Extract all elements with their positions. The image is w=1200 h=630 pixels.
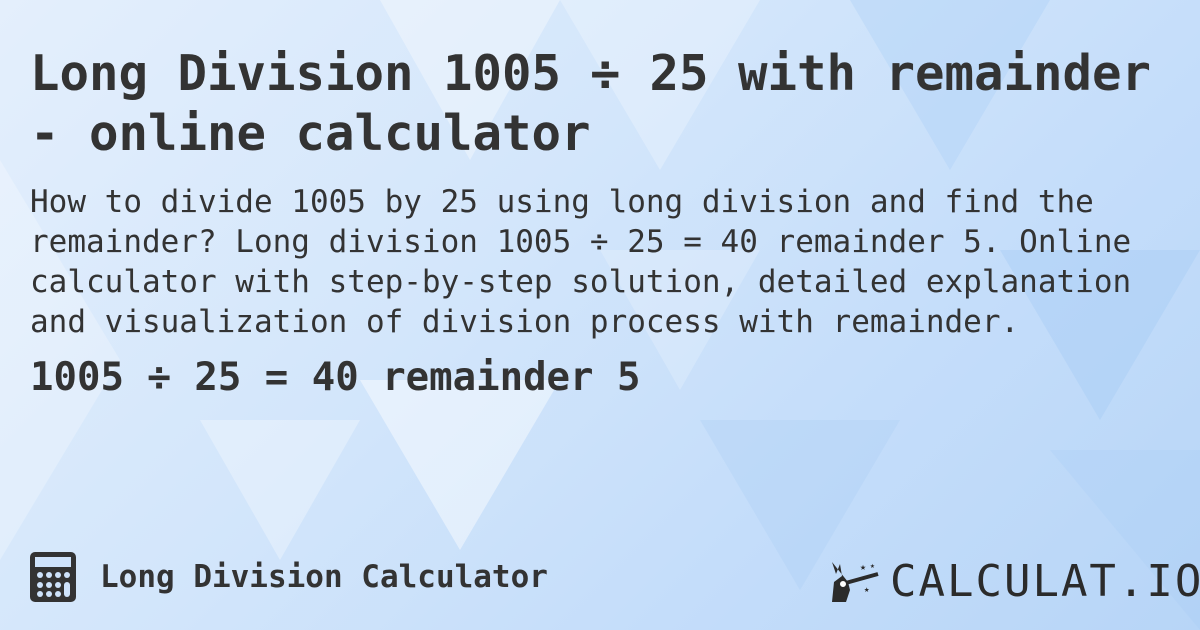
logo-text: CALCULAT.IO <box>890 556 1200 607</box>
logo[interactable]: ★ ★ ★ CALCULAT.IO <box>828 556 1200 607</box>
page-title: Long Division 1005 ÷ 25 with remainder -… <box>30 45 1152 162</box>
calculator-icon <box>30 552 76 602</box>
calculator-link[interactable]: Long Division Calculator <box>30 552 548 602</box>
svg-text:★: ★ <box>864 585 870 595</box>
svg-text:★: ★ <box>870 561 875 570</box>
result: 1005 ÷ 25 = 40 remainder 5 <box>30 355 641 400</box>
calculator-name: Long Division Calculator <box>100 559 548 595</box>
description: How to divide 1005 by 25 using long divi… <box>30 184 1132 340</box>
svg-text:★: ★ <box>860 562 866 573</box>
magic-hand-wand-icon: ★ ★ ★ <box>832 561 879 602</box>
